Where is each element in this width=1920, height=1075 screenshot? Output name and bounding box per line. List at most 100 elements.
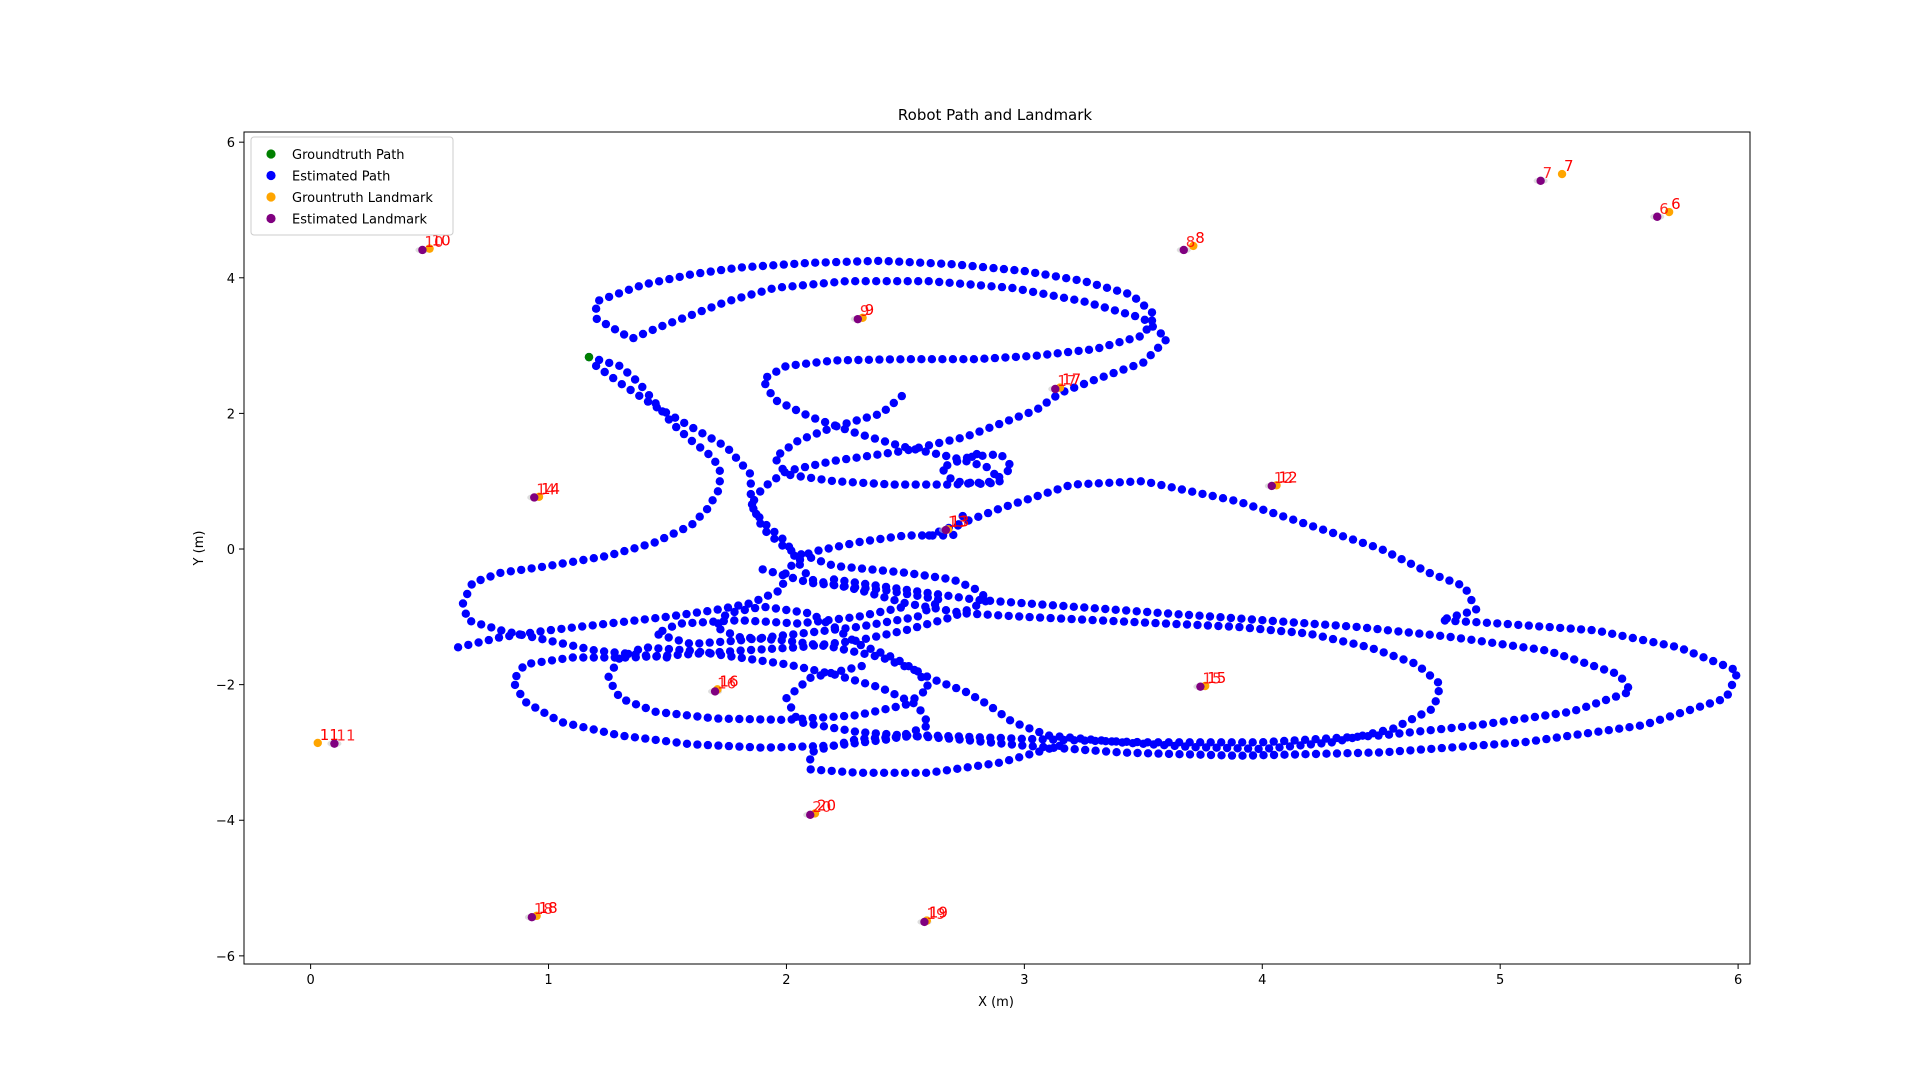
estimated-path-point bbox=[801, 410, 810, 419]
estimated-path-point bbox=[1095, 343, 1104, 353]
estimated-path-point bbox=[1572, 706, 1581, 715]
estimated-path-point bbox=[1004, 611, 1013, 621]
estimated-path-point bbox=[1550, 648, 1559, 658]
estimated-path-point bbox=[1041, 270, 1050, 279]
estimated-path-point bbox=[695, 639, 704, 648]
estimated-path-point bbox=[724, 741, 734, 751]
estimated-path-point bbox=[623, 368, 632, 377]
estimated-path-point bbox=[756, 743, 765, 752]
estimated-path-point bbox=[1028, 742, 1038, 751]
estimated-path-point bbox=[985, 423, 994, 432]
estimated-path-point bbox=[1238, 751, 1247, 760]
estimated-path-point bbox=[1140, 315, 1150, 324]
estimated-path-point bbox=[717, 299, 726, 308]
legend-label: Groundtruth Path bbox=[292, 148, 405, 163]
estimated-path-point bbox=[1433, 678, 1443, 687]
estimated-path-point bbox=[1153, 608, 1162, 617]
estimated-path-point bbox=[660, 533, 669, 543]
estimated-path-point bbox=[711, 457, 720, 466]
estimated-path-point bbox=[1122, 737, 1131, 746]
plot-frame bbox=[243, 131, 1751, 965]
estimated-path-point bbox=[604, 672, 613, 681]
estimated-path-point bbox=[923, 593, 932, 602]
estimated-path-point bbox=[800, 259, 809, 268]
estimated-path-point bbox=[903, 277, 912, 286]
estimated-path-point bbox=[1341, 622, 1351, 631]
estimated-path-point bbox=[1431, 697, 1440, 706]
estimated-path-point bbox=[538, 635, 547, 644]
estimated-path-point bbox=[1472, 618, 1481, 627]
estimated-path-point bbox=[675, 272, 684, 282]
groundtruth-landmark-label: 13 bbox=[950, 512, 969, 530]
estimated-path-point bbox=[1679, 645, 1689, 654]
estimated-path-point bbox=[1006, 598, 1016, 607]
estimated-path-point bbox=[932, 676, 941, 685]
estimated-path-point bbox=[821, 458, 830, 467]
estimated-path-point bbox=[763, 591, 773, 600]
estimated-path-point bbox=[1045, 744, 1054, 753]
estimated-path-point bbox=[778, 644, 787, 653]
estimated-path-point bbox=[975, 427, 984, 436]
estimated-path-point bbox=[685, 646, 694, 655]
estimated-path-point bbox=[1311, 749, 1321, 759]
estimated-path-point bbox=[767, 284, 776, 293]
estimated-path-point bbox=[1456, 634, 1466, 643]
estimated-path-point bbox=[811, 414, 820, 423]
estimated-path-point bbox=[1156, 329, 1166, 338]
estimated-path-point bbox=[830, 723, 839, 733]
estimated-path-point bbox=[679, 429, 689, 439]
estimated-path-point bbox=[1123, 289, 1132, 298]
estimated-path-point bbox=[1217, 751, 1226, 760]
groundtruth-landmark-label: 18 bbox=[539, 899, 558, 917]
estimated-path-point bbox=[1014, 412, 1023, 421]
estimated-path-point bbox=[990, 353, 1000, 363]
estimated-path-point bbox=[1018, 285, 1027, 295]
estimated-path-point bbox=[591, 304, 601, 313]
estimated-path-point bbox=[579, 653, 588, 662]
estimated-path-point bbox=[1136, 477, 1146, 486]
estimated-path-point bbox=[1582, 702, 1591, 711]
estimated-path-point bbox=[1033, 491, 1042, 501]
estimated-path-point bbox=[1395, 729, 1404, 738]
estimated-path-point bbox=[895, 656, 904, 666]
estimated-path-point bbox=[1043, 350, 1052, 359]
estimated-path-point bbox=[589, 725, 598, 734]
estimated-path-point bbox=[579, 723, 588, 732]
estimated-path-point bbox=[461, 609, 470, 618]
estimated-path-point bbox=[737, 263, 747, 272]
estimated-landmark-point bbox=[1653, 212, 1662, 221]
estimated-path-point bbox=[855, 537, 864, 547]
estimated-path-point bbox=[1081, 745, 1090, 755]
estimated-path-point bbox=[1125, 335, 1134, 344]
estimated-path-point bbox=[856, 640, 865, 650]
estimated-landmark-point bbox=[1051, 384, 1060, 394]
estimated-path-point bbox=[1175, 750, 1184, 759]
estimated-path-point bbox=[911, 445, 920, 454]
estimated-path-point bbox=[862, 413, 871, 422]
estimated-path-point bbox=[1308, 630, 1317, 639]
estimated-path-point bbox=[453, 643, 463, 652]
estimated-path-point bbox=[1062, 274, 1071, 283]
estimated-path-point bbox=[881, 405, 890, 414]
groundtruth-landmark-label: 12 bbox=[1279, 468, 1298, 486]
estimated-path-point bbox=[916, 706, 925, 715]
estimated-path-point bbox=[802, 433, 812, 442]
estimated-path-point bbox=[1177, 485, 1187, 494]
estimated-path-point bbox=[798, 281, 808, 290]
estimated-path-point bbox=[626, 385, 635, 395]
estimated-path-point bbox=[1675, 709, 1685, 718]
estimated-path-point bbox=[857, 564, 867, 573]
estimated-path-point bbox=[1185, 738, 1194, 747]
estimated-path-point bbox=[1163, 609, 1173, 618]
estimated-path-point bbox=[907, 531, 916, 540]
estimated-path-point bbox=[872, 619, 881, 628]
x-axis-ticks: 0 1 2 3 4 5 6 bbox=[306, 964, 1742, 988]
estimated-path-point bbox=[1275, 743, 1284, 752]
estimated-path-point bbox=[707, 434, 716, 443]
estimated-path-point bbox=[706, 649, 715, 658]
estimated-path-point bbox=[1218, 494, 1228, 503]
estimated-path-point bbox=[845, 539, 854, 549]
estimated-landmark-point bbox=[1196, 682, 1205, 691]
estimated-path-point bbox=[778, 464, 787, 474]
estimated-path-point bbox=[664, 633, 673, 642]
